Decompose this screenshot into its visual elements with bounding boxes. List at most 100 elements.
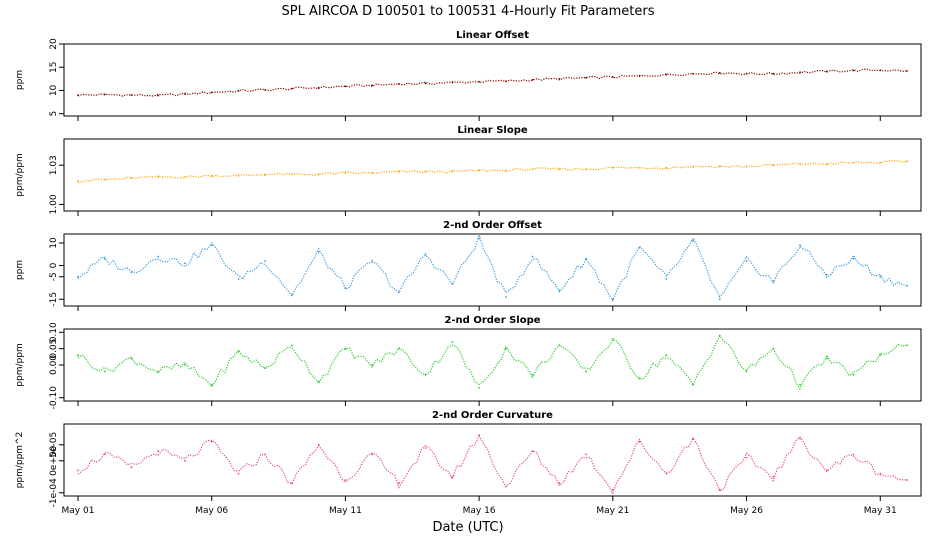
data-point [371, 172, 374, 174]
data-point [718, 334, 721, 337]
data-point [692, 437, 694, 440]
panel-title: 2-nd Order Curvature [432, 410, 553, 421]
data-point [906, 344, 908, 347]
data-point [264, 89, 267, 91]
y-tick-label: 15 [49, 61, 59, 72]
data-point [745, 370, 748, 373]
data-point [344, 172, 347, 174]
panel-title: 2-nd Order Offset [443, 220, 542, 231]
data-point [371, 364, 374, 366]
data-point [210, 174, 213, 177]
y-tick-label: 5e-05 [49, 432, 59, 458]
panel-4: 2-nd Order Slope ppm/ppm -0.10 0.000.050.10 [15, 315, 922, 410]
data-point [745, 260, 748, 262]
panel-title: 2-nd Order Slope [444, 315, 540, 326]
series-line [77, 68, 908, 97]
data-point [478, 387, 480, 389]
data-point [799, 244, 801, 247]
data-point [344, 479, 347, 481]
data-point [505, 296, 507, 298]
data-point [505, 169, 507, 172]
y-tick-label: 10 [49, 84, 59, 96]
data-point [879, 472, 882, 475]
data-point [772, 475, 775, 478]
y-tick-label: 0.10 [49, 322, 59, 342]
data-point [825, 163, 828, 165]
data-point [210, 383, 213, 386]
data-point [291, 293, 293, 296]
y-tick-label: 0.05 [49, 339, 59, 359]
data-point [210, 440, 213, 443]
data-point [371, 260, 374, 262]
data-point [130, 94, 133, 96]
x-tick-label: May 11 [329, 506, 362, 516]
data-point [611, 488, 614, 491]
data-point [291, 344, 293, 347]
x-tick-label: May 06 [195, 506, 228, 516]
data-point [130, 466, 133, 469]
y-tick-label: -1e-04 [49, 478, 59, 507]
data-point [478, 237, 480, 240]
data-point [585, 370, 587, 373]
data-point [157, 450, 160, 453]
data-point [184, 262, 186, 265]
data-point [665, 166, 668, 169]
data-point [505, 80, 507, 83]
data-point [852, 161, 855, 164]
data-point [157, 94, 160, 97]
data-point [638, 75, 641, 77]
data-point [424, 447, 427, 449]
data-point [718, 298, 721, 301]
series-line [77, 434, 908, 495]
data-point [638, 440, 641, 443]
y-tick-label: 20 [49, 38, 59, 50]
data-point [879, 69, 882, 71]
data-point [130, 271, 133, 274]
y-axis-label: ppm [15, 70, 25, 90]
data-point [157, 370, 160, 373]
data-point [879, 275, 882, 278]
panel-frame [63, 328, 922, 402]
data-point [692, 72, 694, 75]
data-point [505, 485, 507, 488]
y-axis-label: ppm/ppm [15, 343, 25, 386]
series-line [77, 160, 908, 183]
data-point [344, 287, 347, 289]
panel-5: 2-nd Order Curvature ppm/ppm^2 -1e-04 0e+00… [15, 410, 922, 516]
data-point [825, 469, 828, 472]
panels: Linear Offset ppm 5 10 15 20 Linear Slope ppm/p… [15, 30, 922, 516]
data-point [745, 165, 748, 168]
data-point [718, 71, 721, 74]
y-axis-label: ppm/ppm^2 [15, 432, 25, 489]
data-point [531, 450, 534, 453]
data-point [398, 83, 400, 85]
y-tick-label: 0.00 [49, 355, 59, 375]
data-point [718, 165, 721, 168]
data-point [558, 482, 561, 485]
data-point [424, 373, 427, 376]
data-point [638, 377, 641, 379]
data-point [184, 459, 186, 462]
data-point [77, 180, 79, 182]
data-point [611, 298, 614, 301]
y-tick-label: -0.10 [49, 386, 59, 410]
data-point [317, 443, 320, 446]
data-point [585, 77, 587, 79]
data-point [317, 173, 320, 176]
data-point [906, 160, 908, 163]
data-point [906, 70, 908, 72]
data-point [799, 71, 801, 74]
data-point [745, 456, 748, 459]
data-point [371, 84, 374, 87]
data-point [611, 166, 614, 169]
data-point [718, 488, 721, 491]
data-point [665, 73, 668, 76]
data-point [237, 90, 240, 92]
data-point [291, 173, 293, 176]
data-point [424, 253, 427, 256]
data-point [505, 347, 507, 350]
panel-3: 2-nd Order Offset ppm -15 -5 0 10 [15, 220, 922, 311]
panel-frame [63, 138, 922, 212]
data-point [772, 164, 775, 167]
y-axis-label: ppm/ppm [15, 153, 25, 196]
